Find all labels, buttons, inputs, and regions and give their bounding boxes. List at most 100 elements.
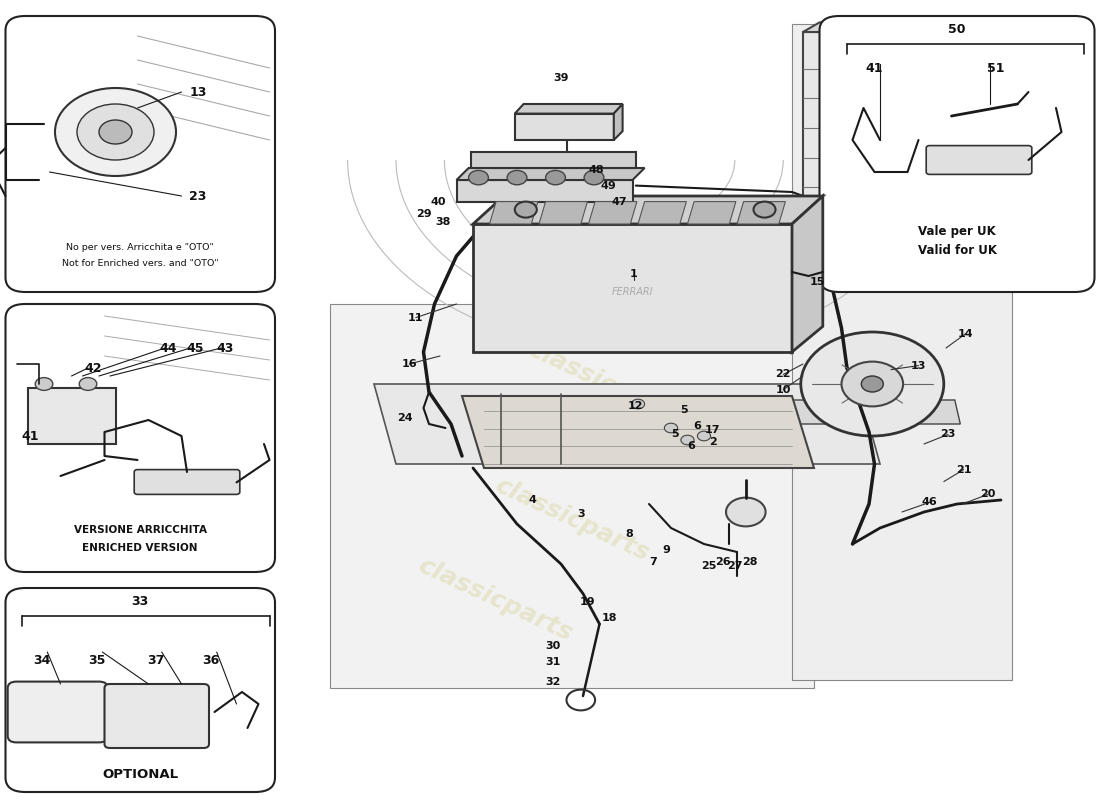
Text: 1: 1 [629, 270, 638, 279]
Text: 2: 2 [708, 438, 717, 447]
Text: 36: 36 [202, 654, 220, 666]
Text: 49: 49 [601, 181, 616, 190]
Circle shape [35, 378, 53, 390]
Text: 14: 14 [958, 329, 974, 338]
Text: 20: 20 [980, 490, 996, 499]
FancyBboxPatch shape [134, 470, 240, 494]
Circle shape [697, 431, 711, 441]
Text: 8: 8 [625, 530, 634, 539]
Polygon shape [330, 304, 814, 688]
Polygon shape [792, 196, 823, 352]
Circle shape [546, 170, 565, 185]
Circle shape [99, 120, 132, 144]
Text: 26: 26 [715, 557, 730, 566]
Text: 23: 23 [189, 190, 207, 202]
Polygon shape [790, 400, 960, 424]
Text: 23: 23 [940, 430, 956, 439]
FancyBboxPatch shape [6, 16, 275, 292]
Polygon shape [462, 396, 814, 468]
Text: Not for Enriched vers. and "OTO": Not for Enriched vers. and "OTO" [62, 259, 219, 269]
Polygon shape [473, 224, 792, 352]
Text: 5: 5 [672, 430, 679, 439]
Text: 7: 7 [649, 557, 658, 566]
Text: 50: 50 [948, 23, 966, 36]
Text: 47: 47 [612, 197, 627, 206]
Text: classicparts: classicparts [491, 474, 653, 566]
Text: 13: 13 [911, 361, 926, 370]
Circle shape [664, 423, 678, 433]
Text: 40: 40 [430, 197, 446, 206]
FancyBboxPatch shape [926, 146, 1032, 174]
Text: 6: 6 [686, 441, 695, 450]
FancyBboxPatch shape [104, 684, 209, 748]
Text: 24: 24 [397, 413, 412, 422]
Circle shape [77, 104, 154, 160]
Text: OPTIONAL: OPTIONAL [102, 768, 178, 781]
Circle shape [55, 88, 176, 176]
Text: 4: 4 [528, 495, 537, 505]
Text: 10: 10 [776, 385, 791, 394]
Polygon shape [539, 202, 587, 224]
Text: 27: 27 [727, 561, 742, 570]
Text: 32: 32 [546, 678, 561, 687]
Text: 48: 48 [588, 165, 604, 174]
Circle shape [842, 362, 903, 406]
Text: 21: 21 [956, 465, 971, 474]
Circle shape [861, 376, 883, 392]
Text: 17: 17 [705, 426, 720, 435]
Text: 19: 19 [580, 597, 595, 606]
Polygon shape [803, 22, 1062, 32]
Circle shape [631, 399, 645, 409]
Polygon shape [471, 152, 636, 168]
Text: 35: 35 [88, 654, 106, 666]
Text: 34: 34 [33, 654, 51, 666]
Text: 30: 30 [546, 642, 561, 651]
Text: 3: 3 [578, 509, 584, 518]
Polygon shape [803, 32, 1045, 288]
Circle shape [681, 435, 694, 445]
Circle shape [726, 498, 766, 526]
Text: No per vers. Arricchita e "OTO": No per vers. Arricchita e "OTO" [66, 243, 214, 253]
FancyBboxPatch shape [820, 16, 1094, 292]
Text: 37: 37 [147, 654, 165, 666]
Polygon shape [638, 202, 686, 224]
Text: ENRICHED VERSION: ENRICHED VERSION [82, 543, 198, 553]
Text: classicparts: classicparts [601, 210, 763, 302]
Polygon shape [688, 202, 736, 224]
Polygon shape [374, 384, 880, 464]
Circle shape [515, 202, 537, 218]
Text: classicparts: classicparts [524, 338, 686, 430]
Circle shape [754, 202, 776, 218]
Polygon shape [473, 196, 823, 224]
Circle shape [801, 332, 944, 436]
Text: 41: 41 [866, 62, 883, 74]
Text: 33: 33 [132, 595, 148, 608]
Circle shape [79, 378, 97, 390]
Text: Vale per UK: Vale per UK [918, 226, 996, 238]
Circle shape [584, 170, 604, 185]
Text: 11: 11 [408, 313, 424, 322]
Text: 16: 16 [402, 359, 417, 369]
Text: 31: 31 [546, 658, 561, 667]
FancyBboxPatch shape [28, 388, 115, 444]
FancyBboxPatch shape [6, 588, 275, 792]
Text: 18: 18 [602, 613, 617, 622]
Text: 38: 38 [436, 217, 451, 226]
Text: 45: 45 [186, 342, 204, 354]
Text: 41: 41 [21, 430, 38, 442]
Text: 44: 44 [160, 342, 177, 354]
Polygon shape [588, 202, 637, 224]
Circle shape [469, 170, 488, 185]
Text: 39: 39 [553, 74, 569, 83]
Polygon shape [490, 202, 538, 224]
Text: 6: 6 [693, 421, 702, 430]
Text: FERRARI: FERRARI [612, 287, 653, 297]
Text: 13: 13 [189, 86, 207, 98]
Text: 28: 28 [742, 557, 758, 566]
Text: 25: 25 [701, 561, 716, 570]
Polygon shape [792, 24, 1012, 680]
Text: 12: 12 [628, 402, 643, 411]
Polygon shape [515, 114, 614, 140]
FancyBboxPatch shape [8, 682, 108, 742]
Text: classicparts: classicparts [414, 554, 576, 646]
